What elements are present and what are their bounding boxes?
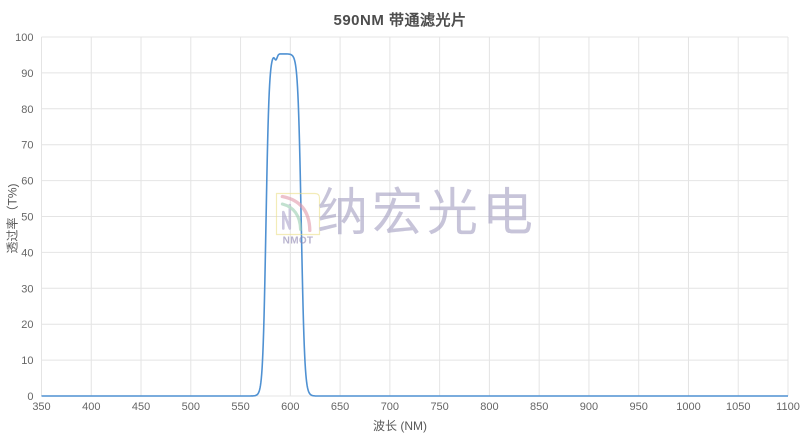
svg-text:纳宏光电: 纳宏光电	[317, 184, 537, 241]
svg-text:NMOT: NMOT	[283, 236, 314, 247]
